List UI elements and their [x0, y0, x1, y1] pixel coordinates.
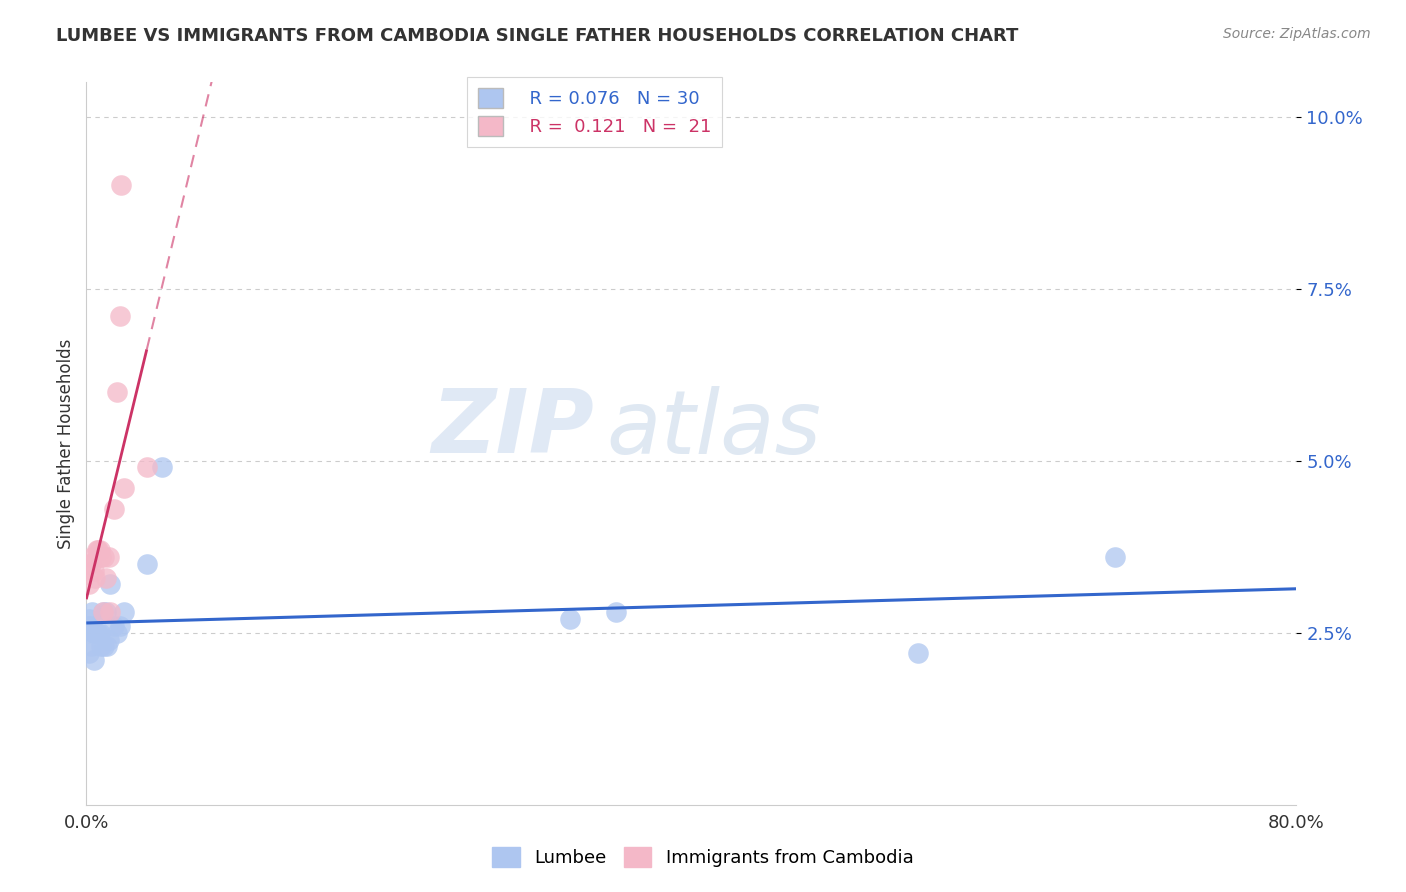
Point	[86, 543, 108, 558]
Point	[76, 625, 98, 640]
Text: atlas: atlas	[606, 386, 821, 472]
Text: LUMBEE VS IMMIGRANTS FROM CAMBODIA SINGLE FATHER HOUSEHOLDS CORRELATION CHART: LUMBEE VS IMMIGRANTS FROM CAMBODIA SINGL…	[56, 27, 1018, 45]
Point	[1104, 549, 1126, 564]
Point	[82, 549, 104, 564]
Point	[84, 625, 107, 640]
Point	[79, 612, 101, 626]
Point	[105, 384, 128, 399]
Point	[87, 625, 110, 640]
Point	[108, 309, 131, 323]
Point	[108, 619, 131, 633]
Point	[83, 653, 105, 667]
Point	[112, 481, 135, 495]
Point	[89, 625, 111, 640]
Point	[135, 557, 157, 571]
Text: Source: ZipAtlas.com: Source: ZipAtlas.com	[1223, 27, 1371, 41]
Point	[98, 632, 121, 647]
Y-axis label: Single Father Households: Single Father Households	[58, 338, 75, 549]
Point	[90, 549, 112, 564]
Point	[560, 612, 582, 626]
Point	[105, 625, 128, 640]
Point	[76, 619, 98, 633]
Point	[135, 460, 157, 475]
Point	[80, 557, 103, 571]
Point	[76, 557, 98, 571]
Point	[91, 605, 114, 619]
Point	[100, 577, 122, 591]
Point	[907, 646, 929, 660]
Point	[89, 543, 111, 558]
Point	[90, 640, 112, 654]
Point	[96, 640, 118, 654]
Point	[82, 605, 104, 619]
Legend:   R = 0.076   N = 30,   R =  0.121   N =  21: R = 0.076 N = 30, R = 0.121 N = 21	[467, 77, 721, 147]
Point	[83, 564, 105, 578]
Point	[80, 619, 103, 633]
Point	[98, 549, 121, 564]
Point	[150, 460, 173, 475]
Text: ZIP: ZIP	[432, 385, 595, 473]
Point	[103, 501, 125, 516]
Point	[87, 543, 110, 558]
Point	[84, 571, 107, 585]
Point	[112, 605, 135, 619]
Point	[93, 549, 115, 564]
Point	[605, 605, 627, 619]
Legend: Lumbee, Immigrants from Cambodia: Lumbee, Immigrants from Cambodia	[485, 839, 921, 874]
Point	[94, 605, 117, 619]
Point	[100, 605, 122, 619]
Point	[93, 640, 115, 654]
Point	[79, 577, 101, 591]
Point	[80, 640, 103, 654]
Point	[110, 178, 132, 193]
Point	[79, 646, 101, 660]
Point	[86, 625, 108, 640]
Point	[103, 619, 125, 633]
Point	[83, 625, 105, 640]
Point	[94, 571, 117, 585]
Point	[91, 605, 114, 619]
